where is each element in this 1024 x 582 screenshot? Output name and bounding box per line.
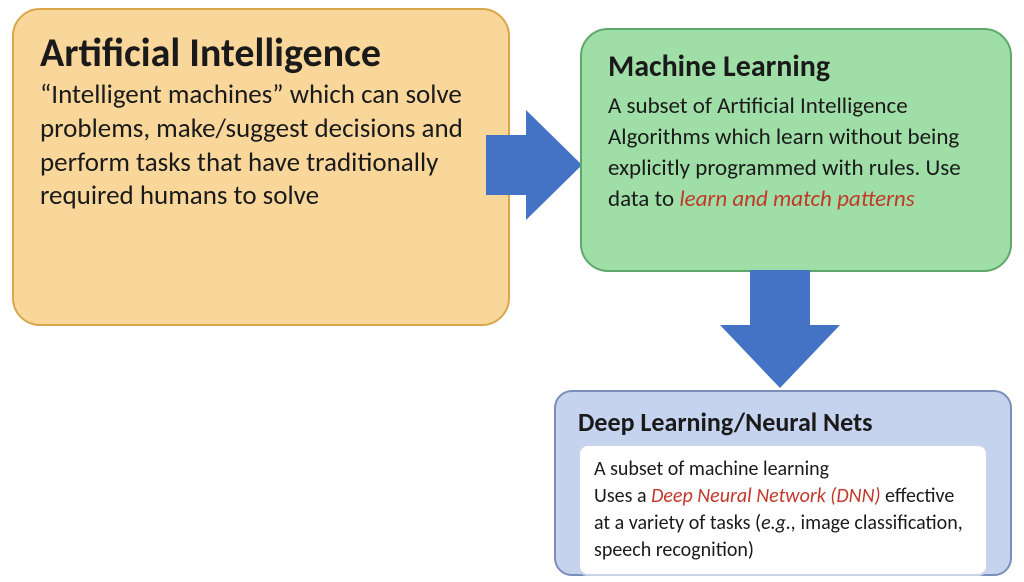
- ml-box: Machine Learning A subset of Artificial …: [580, 28, 1012, 272]
- arrow-ml-to-dl: [720, 270, 840, 388]
- arrow-ai-to-ml: [486, 110, 582, 220]
- dl-title: Deep Learning/Neural Nets: [578, 406, 988, 438]
- ai-box: Artificial Intelligence “Intelligent mac…: [12, 8, 510, 326]
- dl-inner-panel: A subset of machine learning Uses a Deep…: [578, 444, 988, 576]
- dl-box: Deep Learning/Neural Nets A subset of ma…: [554, 390, 1012, 576]
- ml-description: A subset of Artificial Intelligence Algo…: [608, 91, 984, 215]
- ai-description: “Intelligent machines” which can solve p…: [40, 78, 463, 212]
- ml-title: Machine Learning: [608, 48, 984, 85]
- dl-desc-emphasis: Deep Neural Network (DNN): [651, 484, 880, 508]
- ai-title: Artificial Intelligence: [40, 28, 381, 77]
- dl-desc-eg: e.g.,: [761, 511, 796, 535]
- ml-desc-emphasis: learn and match patterns: [679, 185, 914, 213]
